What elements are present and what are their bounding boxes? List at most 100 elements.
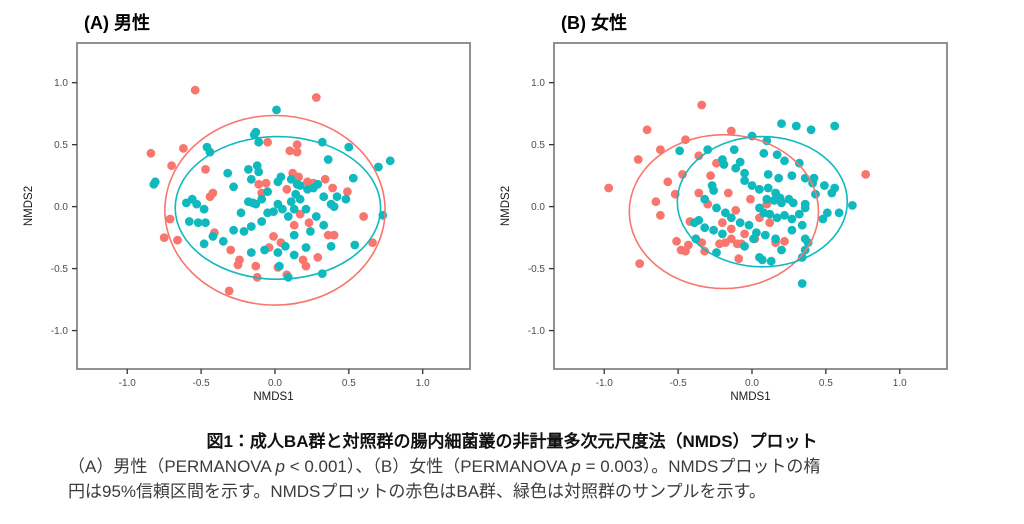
ci-ellipse-BA群 [164,114,386,306]
data-point [275,261,284,271]
data-point [848,201,857,210]
data-point [700,223,710,233]
data-point [656,210,665,220]
data-point [697,100,707,110]
y-axis-label: NMDS2 [500,186,512,226]
data-point [167,161,177,171]
data-point [718,229,727,239]
figure-caption-title: 図1：成人BA群と対照群の腸内細菌叢の非計量多次元尺度法（NMDS）プロット [206,432,818,451]
data-point [146,148,156,158]
data-point [726,126,736,136]
data-point [806,125,816,135]
data-point [190,85,200,95]
data-point [791,121,801,131]
data-point [777,245,786,255]
plot-area [553,42,948,370]
data-point [289,230,299,240]
data-point [744,220,754,230]
data-point [672,236,681,246]
data-point [226,245,236,255]
data-point [311,93,321,102]
data-point [292,147,302,157]
y-tick-label: 0.5 [531,140,545,151]
data-point [303,177,312,187]
data-point [712,203,721,213]
x-tick-label: 0.5 [342,378,356,389]
data-point [706,171,715,181]
data-point [320,174,330,184]
data-point [295,209,305,219]
data-point [726,213,736,223]
data-point [332,192,342,202]
data-point [803,238,813,248]
data-point [289,220,299,230]
data-point [757,255,767,265]
x-tick-label: 0.0 [268,378,282,389]
data-point [229,182,239,192]
data-point [827,188,837,198]
panel-male: (A) 男性 -1.0 -0.5 0.0 0.5 1.0 -1.0 -0.5 0.0 0.5 1.… [2,0,482,406]
data-point [208,232,218,241]
data-point [772,150,782,160]
data-point [642,125,652,135]
data-point [765,218,775,228]
data-point [249,130,259,140]
x-axis-label: NMDS1 [730,391,770,403]
data-point [301,261,311,271]
data-point [718,218,727,228]
data-point [694,215,704,225]
data-point [205,147,215,157]
data-point [301,204,311,214]
data-point [311,212,321,221]
data-point [651,197,661,207]
data-point [818,214,828,224]
x-tick-label: -0.5 [192,378,210,389]
data-point [257,217,267,226]
ci-ellipse-対照群 [174,135,382,280]
data-point [304,218,314,228]
nmds-plot-male: -1.0 -0.5 0.0 0.5 1.0 -1.0 -0.5 0.0 0.5 1.0 NMDS1 N… [23,42,471,403]
data-point [272,105,281,115]
panel-female: (B) 女性 -1.0 -0.5 0.0 0.5 1.0 -1.0 -0.5 0.0 0.5 1.… [479,0,959,406]
data-point [251,199,261,209]
plot-area [76,42,471,370]
data-point [604,183,614,193]
data-point [740,176,749,186]
data-point [788,198,798,208]
data-point [721,208,730,218]
data-point [301,243,311,252]
ci-ellipse-対照群 [676,135,849,268]
data-point [777,119,786,128]
x-tick-label: 1.0 [893,378,907,389]
data-point [278,204,287,214]
data-point [703,145,713,155]
data-point [684,240,693,250]
data-point [834,208,844,218]
data-point [326,241,336,251]
data-point [759,148,769,158]
y-tick-label: -1.0 [51,326,69,337]
figure-caption: 図1：成人BA群と対照群の腸内細菌叢の非計量多次元尺度法（NMDS）プロット （… [0,427,1024,504]
data-point [822,208,832,218]
data-point [282,184,292,194]
x-axis-label: NMDS1 [253,391,293,403]
y-tick-label: -0.5 [528,264,546,275]
data-point [306,227,315,236]
y-tick-label: -1.0 [528,326,546,337]
data-point [269,207,278,217]
data-point [830,121,840,131]
figure-caption-body: （A）男性（PERMANOVA p < 0.001）、（B）女性（PERMANO… [68,454,956,504]
data-point [726,234,736,244]
data-point [797,220,807,230]
data-point [280,241,290,251]
data-point [794,209,804,219]
data-point [780,210,789,220]
data-point [319,192,329,202]
panel-female-title: (B) 女性 [561,13,627,33]
data-point [295,194,305,204]
data-point [723,188,733,198]
data-point [787,171,797,181]
data-point [286,197,296,207]
data-point [343,187,352,197]
data-point [294,172,303,182]
